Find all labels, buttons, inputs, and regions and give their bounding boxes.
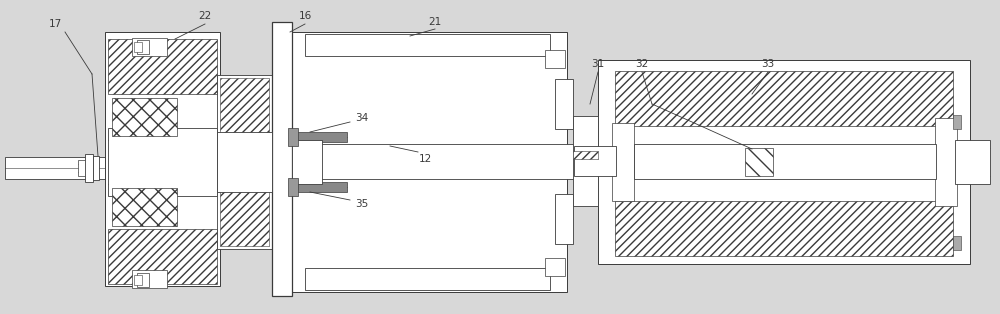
Bar xyxy=(108,39,217,94)
Bar xyxy=(288,178,298,196)
Bar xyxy=(132,270,167,288)
Bar xyxy=(292,32,567,292)
Bar xyxy=(305,268,550,290)
Bar xyxy=(953,115,961,129)
Text: 32: 32 xyxy=(635,59,649,69)
Bar xyxy=(955,140,990,184)
Bar xyxy=(615,71,953,126)
Bar xyxy=(555,194,573,244)
Text: 33: 33 xyxy=(761,59,775,69)
Bar xyxy=(574,146,616,176)
Bar xyxy=(288,128,298,146)
Bar xyxy=(545,258,565,276)
Bar xyxy=(105,32,220,286)
Bar xyxy=(612,123,634,201)
Bar xyxy=(573,116,598,206)
Bar xyxy=(132,38,167,56)
Bar xyxy=(217,75,272,249)
Bar xyxy=(134,42,142,52)
Bar xyxy=(137,40,149,54)
Bar xyxy=(598,60,970,264)
Bar xyxy=(108,128,217,196)
Bar xyxy=(85,154,93,182)
Bar xyxy=(634,144,936,179)
Text: 31: 31 xyxy=(591,59,605,69)
Bar xyxy=(615,201,953,256)
Bar xyxy=(292,144,574,179)
Bar xyxy=(134,275,142,285)
Text: 34: 34 xyxy=(355,113,369,123)
Bar xyxy=(292,140,322,184)
Bar xyxy=(112,188,177,226)
Bar xyxy=(5,157,110,179)
Text: 21: 21 xyxy=(428,17,442,27)
Text: 16: 16 xyxy=(298,11,312,21)
Text: 35: 35 xyxy=(355,199,369,209)
Bar xyxy=(935,118,957,206)
Bar xyxy=(953,236,961,250)
Bar xyxy=(108,229,217,284)
Bar xyxy=(272,22,292,296)
Bar xyxy=(545,50,565,68)
Bar xyxy=(78,160,85,176)
Text: 17: 17 xyxy=(48,19,62,29)
Text: 22: 22 xyxy=(198,11,212,21)
Text: 12: 12 xyxy=(418,154,432,164)
Bar xyxy=(137,273,149,287)
Bar xyxy=(555,79,573,129)
Bar xyxy=(292,132,347,142)
Bar xyxy=(573,151,598,159)
Bar xyxy=(305,34,550,56)
Bar xyxy=(93,156,99,180)
Bar xyxy=(217,132,272,192)
Bar xyxy=(745,148,773,176)
Bar xyxy=(292,182,347,192)
Bar xyxy=(112,98,177,136)
Bar xyxy=(220,78,269,246)
